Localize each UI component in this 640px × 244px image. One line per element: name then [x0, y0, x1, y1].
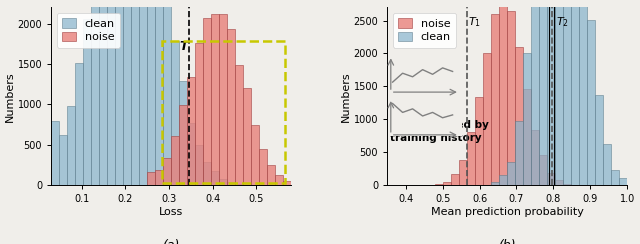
Bar [227, 30, 236, 185]
Bar [467, 132, 476, 185]
Bar [283, 181, 291, 185]
Bar [147, 172, 155, 185]
Bar [187, 123, 195, 185]
Bar [172, 136, 179, 185]
Bar [108, 0, 115, 185]
Bar [492, 183, 499, 185]
Bar [547, 173, 556, 185]
Legend: clean, noise: clean, noise [57, 13, 120, 48]
Bar [556, 180, 563, 185]
Bar [204, 18, 211, 185]
Bar [91, 0, 99, 185]
Bar [187, 77, 195, 185]
Bar [155, 0, 163, 185]
Bar [163, 158, 172, 185]
Bar [547, 0, 556, 185]
Bar [556, 0, 563, 185]
Bar [115, 0, 123, 185]
Bar [508, 162, 515, 185]
Bar [268, 165, 275, 185]
Text: (b): (b) [499, 239, 516, 244]
Bar [195, 43, 204, 185]
Bar [588, 20, 595, 185]
Text: T$_2$: T$_2$ [556, 15, 569, 29]
Bar [444, 182, 451, 185]
Text: T$_1$: T$_1$ [468, 15, 481, 29]
Bar [563, 184, 572, 185]
Bar [515, 121, 524, 185]
Bar [435, 184, 444, 185]
Bar [483, 53, 492, 185]
X-axis label: Loss: Loss [159, 207, 183, 217]
Bar [460, 160, 467, 185]
Bar [451, 174, 460, 185]
Bar [540, 0, 547, 185]
Text: T: T [179, 40, 188, 53]
Bar [515, 47, 524, 185]
Bar [195, 145, 204, 185]
Bar [531, 130, 540, 185]
Bar [83, 19, 92, 185]
Bar [211, 14, 219, 185]
Bar [604, 144, 611, 185]
Bar [259, 149, 268, 185]
Bar [155, 170, 163, 185]
Bar [499, 2, 508, 185]
Bar [99, 0, 107, 185]
Bar [563, 0, 572, 185]
Bar [59, 135, 67, 185]
Bar [524, 53, 531, 185]
Y-axis label: Numbers: Numbers [4, 71, 15, 122]
Bar [243, 88, 251, 185]
Bar [140, 0, 147, 185]
Bar [251, 125, 259, 185]
Bar [147, 0, 155, 185]
Bar [499, 175, 508, 185]
Bar [219, 179, 227, 185]
Text: Distinguished by
training history: Distinguished by training history [390, 120, 488, 143]
Bar [508, 11, 515, 185]
Bar [131, 0, 140, 185]
Bar [595, 95, 604, 185]
Bar [219, 14, 227, 185]
Bar [204, 162, 211, 185]
Y-axis label: Numbers: Numbers [340, 71, 351, 122]
Bar [179, 81, 187, 185]
Bar [540, 155, 547, 185]
Bar [611, 170, 620, 185]
Text: (a): (a) [163, 239, 180, 244]
Legend: noise, clean: noise, clean [393, 13, 456, 48]
Bar [531, 0, 540, 185]
Bar [524, 89, 531, 185]
Bar [492, 14, 499, 185]
Bar [179, 105, 187, 185]
Bar [51, 121, 60, 185]
Bar [476, 97, 483, 185]
Bar [123, 0, 131, 185]
Bar [211, 171, 219, 185]
Bar [76, 63, 83, 185]
Bar [235, 65, 243, 185]
Bar [67, 106, 76, 185]
Bar [172, 41, 179, 185]
Bar [163, 41, 285, 183]
Bar [275, 175, 283, 185]
Bar [163, 0, 172, 185]
Bar [235, 184, 243, 185]
Bar [579, 0, 588, 185]
Bar [227, 182, 236, 185]
Bar [572, 0, 579, 185]
Bar [620, 178, 627, 185]
X-axis label: Mean prediction probability: Mean prediction probability [431, 207, 584, 217]
